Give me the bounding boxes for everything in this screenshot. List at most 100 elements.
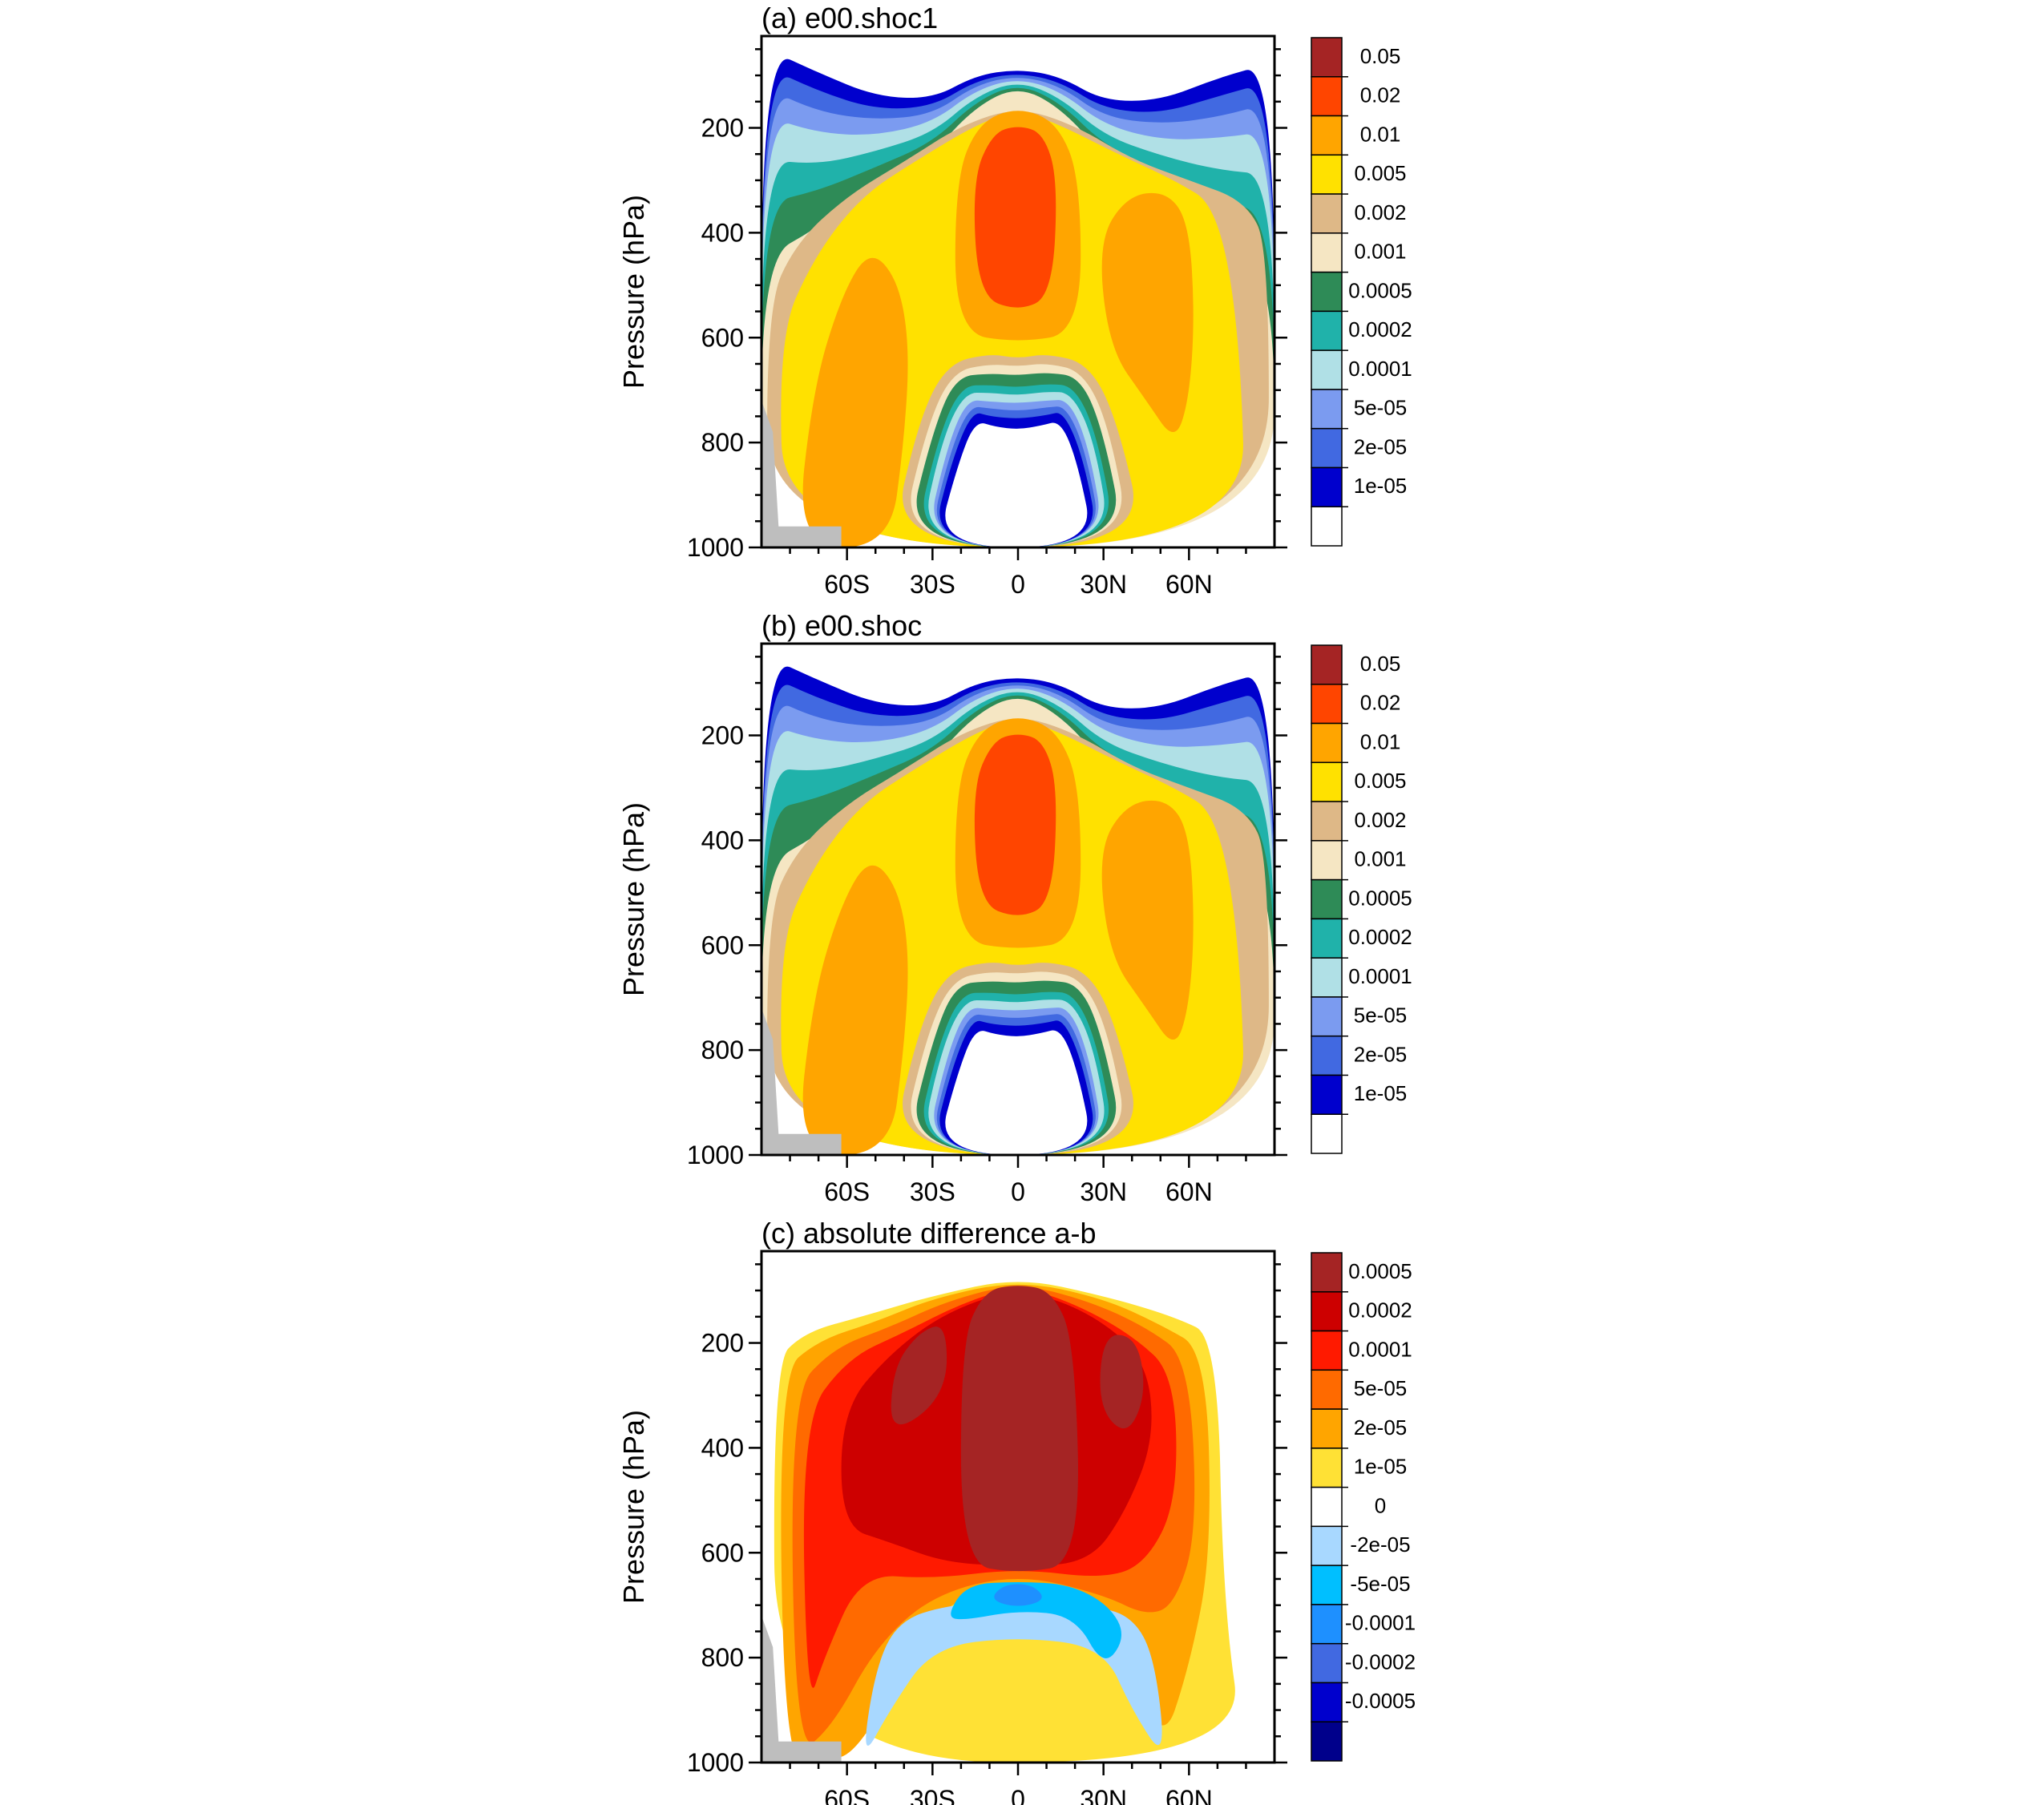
colorbar-label: 0.02	[1360, 691, 1401, 715]
colorbar-label: 0.02	[1360, 83, 1401, 107]
colorbar-label: 0.002	[1354, 200, 1406, 224]
colorbar-box	[1311, 996, 1343, 1037]
colorbar-label: 0.01	[1360, 122, 1401, 146]
colorbar-box	[1311, 1525, 1343, 1566]
contour-band-12	[974, 127, 1056, 308]
colorbar-label: 0.05	[1360, 44, 1401, 68]
colorbar-box	[1311, 310, 1343, 351]
contour-band-10	[1101, 192, 1194, 433]
colorbar-box	[1311, 271, 1343, 313]
colorbar-label: 2e-05	[1354, 1415, 1408, 1440]
colorbar-box	[1311, 1448, 1343, 1488]
colorbar-label: -5e-05	[1350, 1572, 1410, 1596]
colorbar-label: -2e-05	[1350, 1532, 1410, 1557]
colorbar-box	[1311, 1682, 1343, 1722]
missing-data-mask	[761, 1615, 842, 1763]
x-tick-label: 0	[1011, 570, 1025, 599]
colorbar-box	[1311, 1604, 1343, 1645]
colorbar-label: 0.0005	[1348, 1259, 1412, 1283]
colorbar-box	[1311, 1565, 1343, 1605]
x-tick-label: 30S	[910, 570, 955, 599]
colorbar-box	[1311, 115, 1343, 156]
colorbar: 0.0005 0.0002 0.0001 5e-05 2e-05 1e-05 0 -2e-05…	[1311, 1252, 1416, 1762]
colorbar-label: 0	[1375, 1493, 1386, 1517]
colorbar-label: -0.0005	[1345, 1689, 1416, 1713]
colorbar-box	[1311, 957, 1343, 998]
colorbar-box	[1311, 1330, 1343, 1371]
contour-band-6	[891, 1326, 947, 1425]
colorbar-box	[1311, 193, 1343, 234]
x-tick-label: 60S	[824, 1177, 870, 1206]
colorbar-box	[1311, 1074, 1343, 1115]
colorbar-label: 0.05	[1360, 652, 1401, 676]
colorbar-box	[1311, 1252, 1343, 1293]
colorbar-box	[1311, 761, 1343, 802]
contour-band-7	[1100, 1335, 1144, 1429]
colorbar-box	[1311, 1291, 1343, 1332]
panel-title: (a) e00.shoc1	[761, 2, 938, 34]
x-tick-label: 0	[1011, 1177, 1025, 1206]
colorbar-box	[1311, 466, 1343, 507]
y-axis-label: Pressure (hPa)	[617, 195, 650, 389]
colorbar-box	[1311, 1408, 1343, 1449]
contour-band-9	[951, 1582, 1121, 1658]
colorbar-label: 2e-05	[1354, 434, 1408, 458]
colorbar-label: -0.0002	[1345, 1650, 1416, 1674]
panel-title: (b) e00.shoc	[761, 609, 922, 642]
colorbar-box	[1311, 1486, 1343, 1528]
x-tick-label: 60S	[824, 1785, 870, 1805]
colorbar-box	[1311, 154, 1343, 195]
y-tick-label: 1000	[687, 1748, 744, 1777]
x-tick-label: 60N	[1165, 1177, 1213, 1206]
colorbar-box	[1311, 801, 1343, 842]
y-tick-label: 1000	[687, 1141, 744, 1169]
colorbar-box	[1311, 1113, 1343, 1154]
colorbar-box	[1311, 878, 1343, 920]
colorbar-label: 2e-05	[1354, 1042, 1408, 1066]
colorbar-label: 0.0002	[1348, 925, 1412, 949]
colorbar-label: 0.0002	[1348, 1298, 1412, 1322]
x-tick-label: 60N	[1165, 570, 1213, 599]
colorbar-box	[1311, 1721, 1343, 1762]
colorbar-label: 1e-05	[1354, 474, 1408, 498]
colorbar-box	[1311, 349, 1343, 390]
panel-b: (b) e00.shoc 200 400 600 800 1000 60S 30S 0 30N 60…	[617, 609, 1412, 1206]
colorbar-label: 0.001	[1354, 847, 1406, 871]
colorbar-box	[1311, 389, 1343, 430]
y-tick-label: 800	[701, 428, 744, 457]
x-tick-label: 30S	[910, 1177, 955, 1206]
y-tick-label: 800	[701, 1643, 744, 1672]
colorbar-box	[1311, 232, 1343, 273]
colorbar-label: 0.01	[1360, 729, 1401, 753]
y-axis-label: Pressure (hPa)	[617, 1410, 650, 1604]
colorbar-box	[1311, 722, 1343, 764]
contour-band-12	[974, 734, 1056, 915]
colorbar-box	[1311, 644, 1343, 685]
y-tick-label: 400	[701, 1433, 744, 1462]
colorbar-label: 5e-05	[1354, 1376, 1408, 1400]
y-axis-label: Pressure (hPa)	[617, 802, 650, 996]
colorbar-label: 0.0005	[1348, 886, 1412, 910]
colorbar-box	[1311, 37, 1343, 78]
colorbar-label: 5e-05	[1354, 396, 1408, 420]
panel-a: (a) e00.shoc1 200 400 600 800 1000 60S 30S 0 30N 6…	[617, 2, 1412, 599]
colorbar-label: 0.005	[1354, 769, 1406, 793]
panel-c: (c) absolute difference a-b 200 400 600 800 1…	[617, 1217, 1416, 1805]
y-tick-label: 400	[701, 218, 744, 247]
y-tick-label: 200	[701, 721, 744, 750]
colorbar-box	[1311, 1369, 1343, 1410]
missing-data-mask	[761, 1007, 842, 1155]
colorbar-label: -0.0001	[1345, 1611, 1416, 1635]
contour-band-9	[802, 257, 908, 547]
colorbar-box	[1311, 506, 1343, 547]
x-tick-label: 30N	[1080, 570, 1127, 599]
x-tick-label: 60N	[1165, 1785, 1213, 1805]
y-tick-label: 600	[701, 323, 744, 352]
y-tick-label: 200	[701, 1329, 744, 1358]
x-tick-label: 0	[1011, 1785, 1025, 1805]
y-tick-label: 800	[701, 1036, 744, 1064]
missing-data-mask	[761, 400, 842, 547]
y-tick-label: 1000	[687, 533, 744, 562]
colorbar-label: 0.005	[1354, 161, 1406, 185]
